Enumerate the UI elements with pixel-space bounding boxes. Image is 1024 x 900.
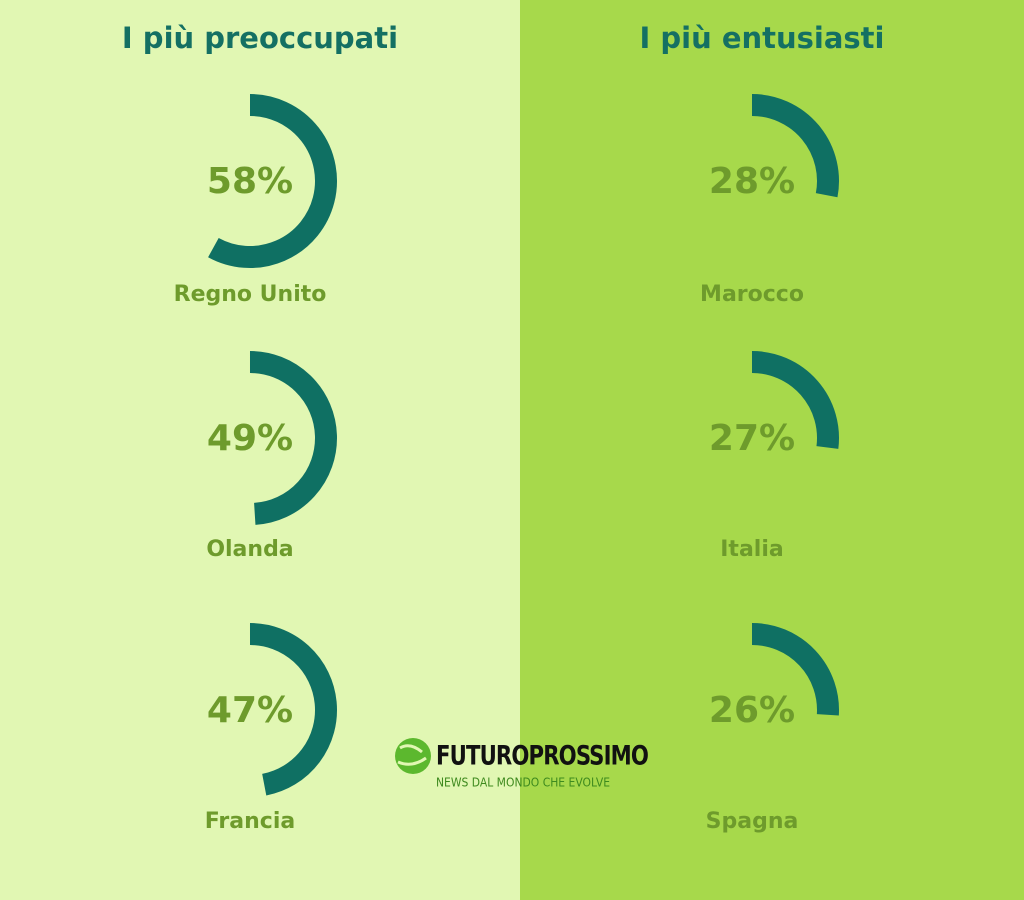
panel-title: I più entusiasti: [640, 21, 885, 55]
value-label: 26%: [709, 690, 795, 731]
value-label: 27%: [709, 418, 795, 459]
category-label: Italia: [720, 537, 783, 562]
logo-icon-lines: [397, 744, 427, 766]
gauge-arc: [249, 623, 337, 796]
category-label: Francia: [205, 809, 295, 834]
value-label: 58%: [207, 161, 293, 202]
gauge-arc: [249, 351, 337, 525]
category-label: Regno Unito: [174, 282, 327, 307]
category-label: Olanda: [206, 537, 293, 562]
gauge-arc: [208, 94, 337, 268]
gauge-arc: [751, 94, 839, 198]
value-label: 47%: [207, 690, 293, 731]
category-label: Marocco: [700, 282, 804, 307]
logo-name: FUTUROPROSSIMO: [436, 741, 648, 772]
category-label: Spagna: [706, 809, 799, 834]
left-panel: [0, 0, 520, 900]
gauge-arc: [751, 351, 839, 449]
gauge-arc: [751, 623, 839, 716]
logo-tagline: NEWS DAL MONDO CHE EVOLVE: [436, 776, 610, 790]
right-panel: [520, 0, 1024, 900]
value-label: 49%: [207, 418, 293, 459]
logo: FUTUROPROSSIMO NEWS DAL MONDO CHE EVOLVE: [395, 738, 649, 790]
logo-icon: [395, 738, 431, 774]
value-label: 28%: [709, 161, 795, 202]
panel-title: I più preoccupati: [122, 21, 398, 55]
